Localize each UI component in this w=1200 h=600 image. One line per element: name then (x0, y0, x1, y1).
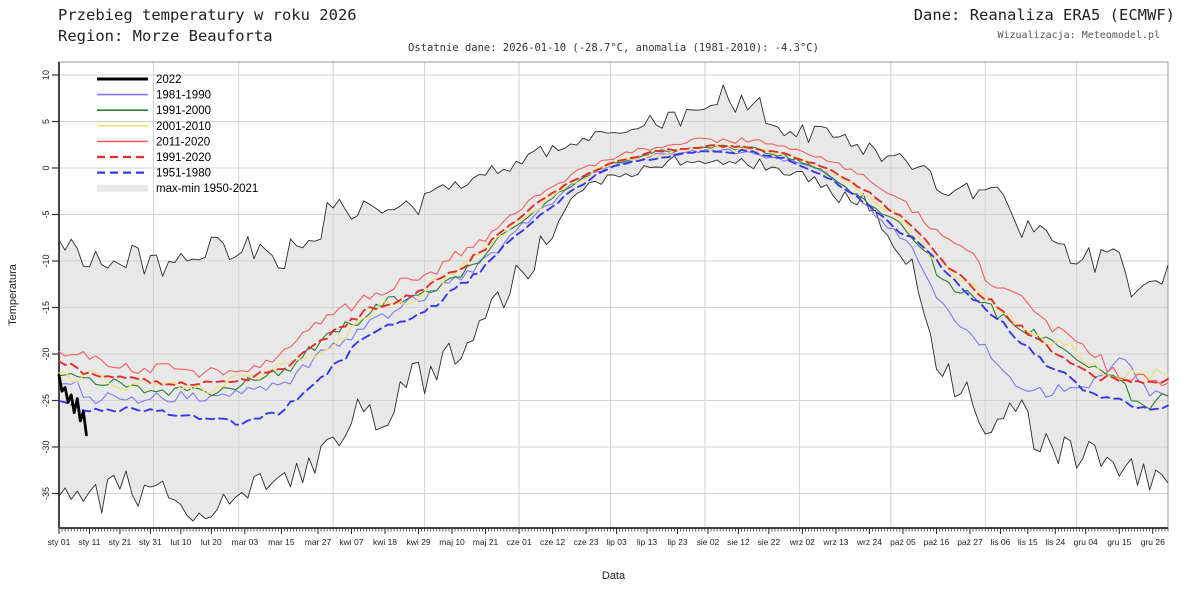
x-tick-label: wrz 13 (822, 537, 848, 547)
x-tick-label: sie 02 (697, 537, 720, 547)
x-tick-label: sty 11 (78, 537, 100, 547)
y-tick-label: -25 (41, 394, 51, 407)
y-tick-label: -15 (41, 301, 51, 314)
series-2022 (57, 373, 88, 437)
max-min-band (59, 85, 1168, 521)
x-tick-label: sie 12 (727, 537, 750, 547)
y-tick-label: -20 (41, 347, 51, 360)
legend-label: 1991-2000 (156, 105, 211, 117)
x-tick-label: sie 22 (758, 537, 781, 547)
x-tick-label: mar 27 (305, 537, 332, 547)
x-tick-label: sty 21 (109, 537, 132, 547)
y-tick-label: -30 (41, 440, 51, 453)
x-tick-label: gru 26 (1141, 537, 1165, 547)
gridlines (59, 62, 1168, 528)
legend-band-swatch (97, 184, 148, 192)
band-edges (58, 84, 1169, 522)
y-tick-label: 0 (41, 165, 51, 170)
x-tick-label: paź 16 (924, 537, 950, 547)
x-tick-label: kwi 29 (406, 537, 430, 547)
legend-label: 2011-2020 (156, 136, 210, 148)
x-tick-label: paź 27 (957, 537, 983, 547)
x-tick-label: gru 15 (1107, 537, 1131, 547)
x-tick-label: kwi 07 (339, 537, 363, 547)
series-1951-1980 (58, 148, 1169, 426)
x-tick-label: lut 10 (170, 537, 191, 547)
x-tick-label: mar 03 (232, 537, 259, 547)
x-tick-label: sty 01 (48, 537, 71, 547)
x-axis-title: Data (601, 570, 626, 582)
legend-label: 1981-1990 (156, 90, 211, 102)
series-1991-2020 (58, 144, 1169, 387)
y-tick-label: 10 (41, 70, 51, 80)
legend-label: 2022 (156, 74, 182, 86)
y-tick-label: -10 (41, 254, 51, 267)
legend-label: 1951-1980 (156, 168, 211, 180)
x-tick-label: sty 31 (139, 537, 162, 547)
y-tick-label: -35 (41, 487, 51, 500)
legend-label: max-min 1950-2021 (156, 183, 258, 195)
y-tick-label: -5 (41, 210, 51, 218)
x-tick-label: cze 23 (574, 537, 599, 547)
legend: 2022 1981-1990 1991-2000 2001-2010 2011-2020… (97, 74, 258, 195)
series-2011-2020 (58, 137, 1169, 387)
y-axis: 10 5 0 -5 -10 -15 -20 -25 -30 -35 (41, 70, 59, 500)
x-tick-label: maj 21 (473, 537, 499, 547)
x-tick-label: kwi 18 (373, 537, 397, 547)
x-tick-label: cze 01 (507, 537, 532, 547)
data-source-label: Dane: Reanaliza ERA5 (ECMWF) (913, 6, 1175, 24)
visualization-credit: Wizualizacja: Meteomodel.pl (997, 30, 1160, 41)
last-data-annotation: Ostatnie dane: 2026-01-10 (-28.7°C, anom… (408, 42, 819, 54)
x-tick-label: lip 03 (606, 537, 627, 547)
chart-title: Przebieg temperatury w roku 2026 (58, 6, 357, 24)
legend-label: 2001-2010 (156, 121, 211, 133)
x-axis: sty 01 sty 11 sty 21 sty 31 lut 10 lut 20 mar … (48, 528, 1169, 547)
legend-label: 1991-2020 (156, 152, 211, 164)
x-tick-label: lut 20 (201, 537, 222, 547)
x-tick-label: wrz 24 (856, 537, 882, 547)
x-tick-label: lip 13 (637, 537, 658, 547)
chart-region-subtitle: Region: Morze Beauforta (58, 27, 273, 45)
x-tick-label: wrz 02 (789, 537, 815, 547)
y-tick-label: 5 (41, 119, 51, 124)
x-tick-label: lis 15 (1018, 537, 1038, 547)
x-tick-label: lip 23 (667, 537, 688, 547)
x-tick-label: paź 05 (890, 537, 916, 547)
series-curves (57, 137, 1169, 437)
x-tick-label: lis 24 (1045, 537, 1065, 547)
x-tick-label: gru 04 (1074, 537, 1098, 547)
x-tick-label: maj 10 (439, 537, 465, 547)
x-tick-label: cze 12 (540, 537, 565, 547)
x-tick-label: mar 15 (268, 537, 295, 547)
x-tick-label: lis 06 (991, 537, 1011, 547)
